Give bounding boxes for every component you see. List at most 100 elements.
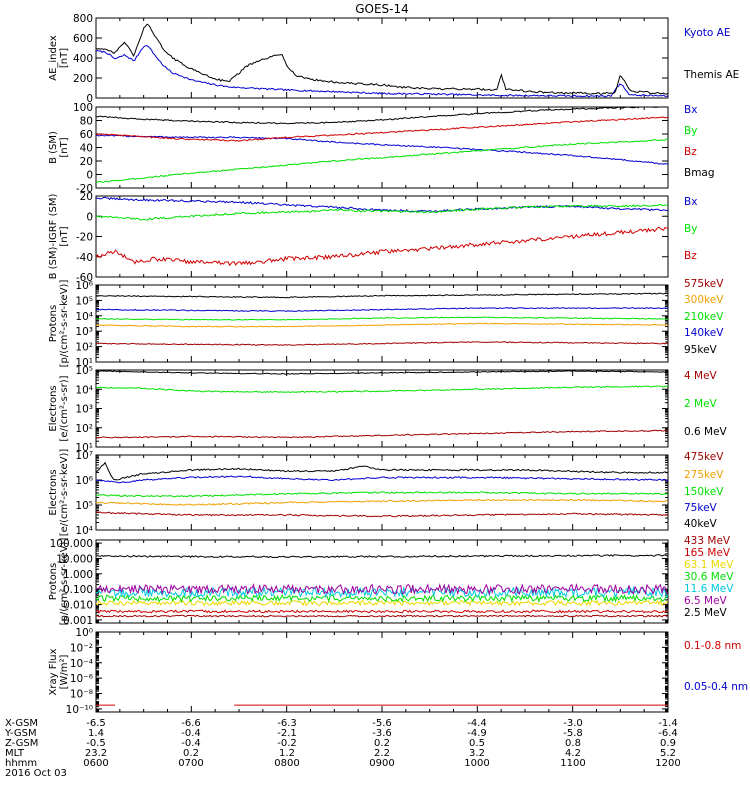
y-tick-label: 10⁵ <box>75 365 93 377</box>
panel-8: 10⁻¹⁰ 10⁻⁸ 10⁻⁶ 10⁻⁴ 10⁻² 10⁰ Xray Flux[W/m²] 0… <box>48 627 748 716</box>
legend-entry: Kyoto AE <box>684 27 730 39</box>
legend-entry: 30.6 MeV <box>684 571 734 583</box>
y-tick-label: 10⁴ <box>75 525 93 537</box>
y-tick-label: 10⁻⁸ <box>70 689 93 701</box>
legend-entry: By <box>684 223 697 235</box>
y-tick-label: 10⁻¹⁰ <box>66 704 93 716</box>
series-line <box>96 138 668 184</box>
y-tick-label: 60 <box>80 129 93 141</box>
footer-value: -5.8 <box>563 728 583 739</box>
legend-entry: 300keV <box>684 294 724 306</box>
series-line <box>96 370 668 375</box>
y-axis-label: B (SM)[nT] <box>48 131 70 164</box>
y-tick-label: 20 <box>80 191 93 203</box>
footer-value: 1200 <box>655 758 680 769</box>
series-line <box>96 585 668 599</box>
y-tick-label: 10⁻⁶ <box>70 673 93 685</box>
footer-value: -6.4 <box>658 728 678 739</box>
chart-title: GOES-14 <box>355 2 409 16</box>
legend-entry: 150keV <box>684 486 724 498</box>
series-line <box>96 116 668 142</box>
series-line <box>96 107 668 125</box>
y-axis-label: Protons[p/(cm²-s-sr-keV)] <box>48 538 70 626</box>
footer-value: -3.0 <box>563 718 583 729</box>
footer-value: 2.2 <box>374 748 390 759</box>
series-line <box>96 23 668 95</box>
footer-value: -0.4 <box>181 728 201 739</box>
legend-entry: 75keV <box>684 502 718 514</box>
y-tick-label: -60 <box>76 272 93 284</box>
y-tick-label: 600 <box>73 33 93 45</box>
y-tick-label: 80 <box>80 116 93 128</box>
series-line <box>96 292 668 299</box>
panel-7: 0.001 0.010 0.100 1.000 10.000 100.000Protons… <box>48 535 734 627</box>
y-tick-label: -20 <box>76 183 93 195</box>
legend-entry: Bx <box>684 104 697 116</box>
y-tick-label: 100 <box>73 102 93 114</box>
footer-value: -1.4 <box>658 718 678 729</box>
footer-value: -3.6 <box>372 728 392 739</box>
footer-value: 0700 <box>178 758 203 769</box>
footer-value: -0.5 <box>86 738 106 749</box>
footer-row-label: X-GSM <box>5 718 38 729</box>
legend-entry: 6.5 MeV <box>684 595 728 607</box>
footer-value: 0.2 <box>374 738 390 749</box>
footer-value: 5.2 <box>660 748 676 759</box>
series-line <box>96 307 668 312</box>
legend-entry: 11.6 MeV <box>684 583 734 595</box>
y-tick-label: 10² <box>75 342 93 354</box>
y-axis-label: Electrons[e/(cm²-s-sr)] <box>48 375 70 441</box>
y-tick-label: 0.010 <box>63 600 93 612</box>
series-line <box>96 45 668 98</box>
y-tick-label: 10⁵ <box>75 500 93 512</box>
series-line <box>96 599 668 607</box>
y-tick-label: 10⁵ <box>75 295 93 307</box>
footer-value: -6.6 <box>181 718 201 729</box>
footer-value: -6.3 <box>277 718 297 729</box>
footer-value: 0900 <box>369 758 394 769</box>
panel-4: 10¹ 10² 10³ 10⁴ 10⁵ 10⁶ Protons[p/(cm²-s-sr-ke… <box>48 278 724 369</box>
series-line <box>96 593 668 603</box>
y-tick-label: 10⁴ <box>75 384 93 396</box>
footer-value: -2.1 <box>277 728 297 739</box>
y-tick-label: 10.000 <box>56 553 93 565</box>
y-tick-label: 100.000 <box>50 538 93 550</box>
legend-entry: 140keV <box>684 327 724 339</box>
footer-value: 23.2 <box>85 748 107 759</box>
series-line <box>96 614 668 618</box>
footer-value: 0.8 <box>565 738 581 749</box>
footer-value: 1.4 <box>88 728 104 739</box>
footer-value: 4.2 <box>565 748 581 759</box>
legend-entry: 2 MeV <box>684 398 718 410</box>
series-line <box>96 475 668 484</box>
y-tick-label: 0.100 <box>63 584 93 596</box>
y-tick-label: 10¹ <box>75 442 93 454</box>
y-tick-label: 1.000 <box>63 569 93 581</box>
footer-row-label: Z-GSM <box>5 738 38 749</box>
y-tick-label: 10¹ <box>75 357 93 369</box>
y-tick-label: 10² <box>75 423 93 435</box>
panel-3: -60 -40 -20 0 20 B (SM)-IGRF (SM)[nT] Bx By Bz <box>48 191 697 284</box>
footer-value: -4.9 <box>467 728 487 739</box>
legend-entry: 40keV <box>684 518 718 530</box>
footer-value: 0.2 <box>183 748 199 759</box>
panel-frame <box>95 631 669 713</box>
y-axis-label: Protons[p/(cm²-s-sr-keV)] <box>48 280 70 368</box>
series-line <box>96 582 668 596</box>
y-tick-label: 400 <box>73 53 93 65</box>
footer-value: -5.6 <box>372 718 392 729</box>
y-tick-label: 0 <box>86 170 93 182</box>
y-axis-label: Xray Flux[W/m²] <box>48 648 70 695</box>
y-tick-label: 20 <box>80 156 93 168</box>
footer-row-label: hhmm <box>5 758 37 769</box>
series-line <box>96 491 668 498</box>
legend-entry: 95keV <box>684 344 718 356</box>
footer-value: -4.4 <box>467 718 487 729</box>
y-tick-label: 10⁻² <box>70 642 93 654</box>
y-tick-label: 10⁰ <box>75 627 93 639</box>
legend-entry: 4 MeV <box>684 370 718 382</box>
legend-entry: 433 MeV <box>684 535 731 547</box>
legend-entry: 2.5 MeV <box>684 607 728 619</box>
